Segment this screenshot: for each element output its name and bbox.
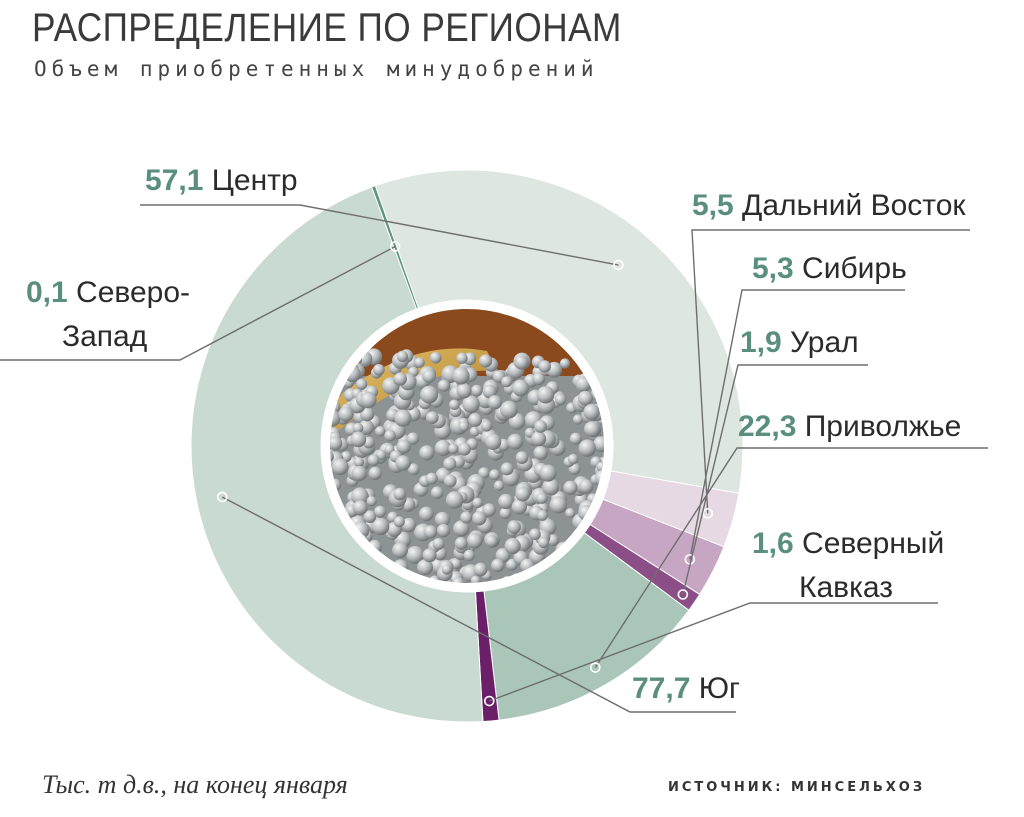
slice-label: 22,3 Приволжье <box>738 410 961 443</box>
slice-label: 5,3 Сибирь <box>752 252 907 285</box>
slice-label: 5,5 Дальний Восток <box>692 189 966 222</box>
leader-line <box>594 447 988 668</box>
slice-label: 1,6 Северный Кавказ <box>752 527 944 604</box>
slice-name-line2: Кавказ <box>799 571 893 604</box>
leader-dot <box>702 508 714 519</box>
slice-label: 0,1 Северо- Запад <box>26 276 190 353</box>
slice-name: Сибирь <box>802 252 907 285</box>
leader-dot <box>389 241 401 252</box>
leader-line <box>682 364 868 595</box>
leader-line <box>140 204 619 266</box>
unit-note: Тыс. т д.в., на конец января <box>42 770 348 799</box>
slice-name: Северный <box>802 527 944 560</box>
leader-line <box>689 289 905 560</box>
slice-name: Северо- <box>76 276 190 309</box>
slice-value: 1,9 <box>740 326 790 359</box>
chart-subtitle: Объем приобретенных минудобрений <box>34 57 599 81</box>
slice-value: 5,3 <box>752 252 802 285</box>
leader-dot <box>589 662 601 673</box>
slice-name: Дальний Восток <box>742 189 966 222</box>
fertilizer-photo <box>326 305 608 587</box>
slice-value: 57,1 <box>145 164 212 197</box>
slice-label: 77,7 Юг <box>632 672 740 705</box>
leader-dot <box>483 695 495 707</box>
slice-name: Юг <box>699 672 740 705</box>
leader-line <box>691 229 970 514</box>
slice-value: 0,1 <box>26 276 76 309</box>
slice-value: 77,7 <box>632 672 699 705</box>
slice-value: 1,6 <box>752 527 802 560</box>
slice-value: 22,3 <box>738 410 805 443</box>
leader-dot <box>677 589 689 600</box>
chart-title: РАСПРЕДЕЛЕНИЕ ПО РЕГИОНАМ <box>32 6 622 50</box>
slice-value: 5,5 <box>692 189 742 222</box>
slice-name: Центр <box>212 164 298 197</box>
leader-line <box>0 245 396 361</box>
slice-name-line2: Запад <box>62 320 147 353</box>
leader-line <box>221 496 736 713</box>
source-note: ИСТОЧНИК: МИНСЕЛЬХОЗ <box>668 780 926 795</box>
leader-dot <box>216 491 228 503</box>
leader-line <box>489 602 938 702</box>
slice-label: 57,1 Центр <box>145 164 298 197</box>
slice-name: Урал <box>790 326 859 359</box>
slice-name: Приволжье <box>805 410 962 443</box>
slice-label: 1,9 Урал <box>740 326 859 359</box>
leader-dot <box>613 259 624 271</box>
